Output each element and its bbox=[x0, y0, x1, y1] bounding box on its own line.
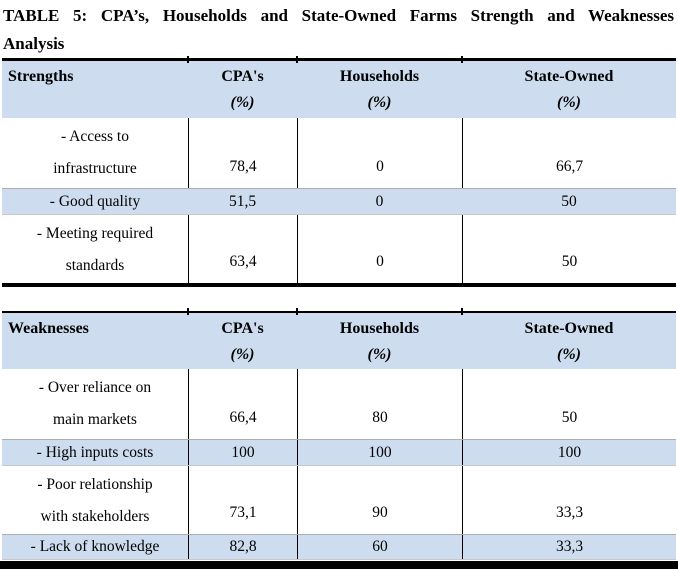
header-label: Strengths bbox=[8, 68, 74, 85]
value-cell: 33,3 bbox=[462, 535, 676, 559]
header-cell-cpas: CPA's (%) bbox=[188, 313, 297, 369]
header-cell-weaknesses: Weaknesses bbox=[2, 313, 188, 369]
column-tick bbox=[296, 308, 298, 315]
header-label: CPA's bbox=[221, 320, 264, 337]
row-label: - Good quality bbox=[2, 189, 188, 214]
header-unit: (%) bbox=[230, 346, 255, 363]
value-cell: 90 bbox=[297, 466, 462, 534]
value-cell: 60 bbox=[297, 535, 462, 559]
row-label-line: main markets bbox=[53, 411, 137, 428]
caption-line-2: Analysis bbox=[3, 34, 65, 53]
value-cell: 50 bbox=[462, 369, 676, 439]
value-cell: 50 bbox=[561, 192, 577, 210]
header-cell-households: Households (%) bbox=[297, 313, 462, 369]
value-cell: 33,3 bbox=[462, 466, 676, 534]
header-cell-households: Households (%) bbox=[297, 61, 462, 118]
row-label-line: with stakeholders bbox=[40, 508, 150, 525]
row-label-line: - Lack of knowledge bbox=[30, 538, 160, 555]
table-row: - Meeting required standards 63,4 0 50 bbox=[2, 215, 676, 283]
value-cell: 100 bbox=[188, 440, 297, 465]
value-cell: 100 bbox=[297, 440, 462, 465]
value-cell: 66,4 bbox=[188, 369, 297, 439]
column-tick bbox=[187, 308, 189, 315]
header-unit: (%) bbox=[557, 94, 581, 111]
row-label: - Access to infrastructure bbox=[2, 118, 188, 188]
value-cell: 80 bbox=[297, 369, 462, 439]
row-label: - Over reliance on main markets bbox=[2, 369, 188, 439]
table-caption: TABLE 5: CPA’s, Households and State-Own… bbox=[0, 0, 678, 58]
weaknesses-body: - Over reliance on main markets 66,4 80 50- … bbox=[2, 369, 676, 560]
header-label: Households bbox=[339, 68, 420, 85]
column-tick bbox=[187, 56, 189, 63]
value-cell: 82,8 bbox=[188, 535, 297, 559]
table-row: - High inputs costs 100 100 100 bbox=[2, 439, 676, 466]
row-label-line: - High inputs costs bbox=[36, 443, 154, 461]
value-cell: 51,5 bbox=[228, 192, 257, 210]
value-cell: 78,4 bbox=[188, 118, 297, 188]
row-label: - Poor relationship with stakeholders bbox=[2, 466, 188, 534]
value-cell: 0 bbox=[375, 192, 384, 210]
strengths-header-row: Strengths CPA's (%) Households (%) State… bbox=[2, 56, 676, 118]
header-unit: (%) bbox=[367, 346, 392, 363]
value-cell: 73,1 bbox=[188, 466, 297, 534]
row-label-line: - Good quality bbox=[49, 192, 141, 210]
row-label: - Lack of knowledge bbox=[2, 535, 188, 559]
row-label-line: - Poor relationship bbox=[37, 476, 153, 493]
value-cell: 50 bbox=[462, 215, 676, 283]
column-tick bbox=[461, 308, 463, 315]
weaknesses-table: Weaknesses CPA's (%) Households (%) Stat… bbox=[2, 308, 676, 560]
row-label-line: infrastructure bbox=[53, 160, 137, 177]
row-label-line: - Access to bbox=[60, 128, 129, 145]
header-label: Households bbox=[339, 320, 420, 337]
weaknesses-header-row: Weaknesses CPA's (%) Households (%) Stat… bbox=[2, 308, 676, 369]
header-cell-state-owned: State-Owned (%) bbox=[462, 313, 676, 369]
header-cell-strengths: Strengths bbox=[2, 61, 188, 118]
table-row: - Poor relationship with stakeholders 73,1… bbox=[2, 466, 676, 534]
header-cell-state-owned: State-Owned (%) bbox=[462, 61, 676, 118]
header-label: CPA's bbox=[221, 68, 264, 85]
row-label-line: - Over reliance on bbox=[38, 379, 152, 396]
value-cell: 0 bbox=[297, 215, 462, 283]
header-cell-cpas: CPA's (%) bbox=[188, 61, 297, 118]
table-row: - Access to infrastructure 78,4 0 66,7 bbox=[2, 118, 676, 188]
value-cell: 100 bbox=[462, 440, 676, 465]
table-bottom-rule bbox=[0, 560, 678, 569]
row-label: - High inputs costs bbox=[2, 440, 188, 465]
row-label: - Meeting required standards bbox=[2, 215, 188, 283]
value-cell: 0 bbox=[297, 118, 462, 188]
value-cell: 63,4 bbox=[188, 215, 297, 283]
table-gap bbox=[0, 287, 678, 311]
strengths-table: Strengths CPA's (%) Households (%) State… bbox=[2, 56, 676, 287]
header-label: Weaknesses bbox=[8, 320, 89, 337]
header-unit: (%) bbox=[557, 346, 581, 363]
column-tick bbox=[296, 56, 298, 63]
table-row: - Over reliance on main markets 66,4 80 50 bbox=[2, 369, 676, 439]
caption-line-1: TABLE 5: CPA’s, Households and State-Own… bbox=[3, 6, 674, 25]
strengths-body: - Access to infrastructure 78,4 0 66,7- Good… bbox=[2, 118, 676, 283]
column-tick bbox=[461, 56, 463, 63]
row-label-line: - Meeting required bbox=[36, 225, 154, 242]
value-cell: 66,7 bbox=[462, 118, 676, 188]
header-label: State-Owned bbox=[524, 68, 614, 85]
row-label-line: standards bbox=[65, 257, 125, 274]
header-unit: (%) bbox=[367, 94, 392, 111]
table-row: - Good quality 51,5 0 50 bbox=[2, 188, 676, 215]
table-row: - Lack of knowledge 82,8 60 33,3 bbox=[2, 534, 676, 560]
header-unit: (%) bbox=[230, 94, 255, 111]
header-label: State-Owned bbox=[524, 320, 614, 337]
